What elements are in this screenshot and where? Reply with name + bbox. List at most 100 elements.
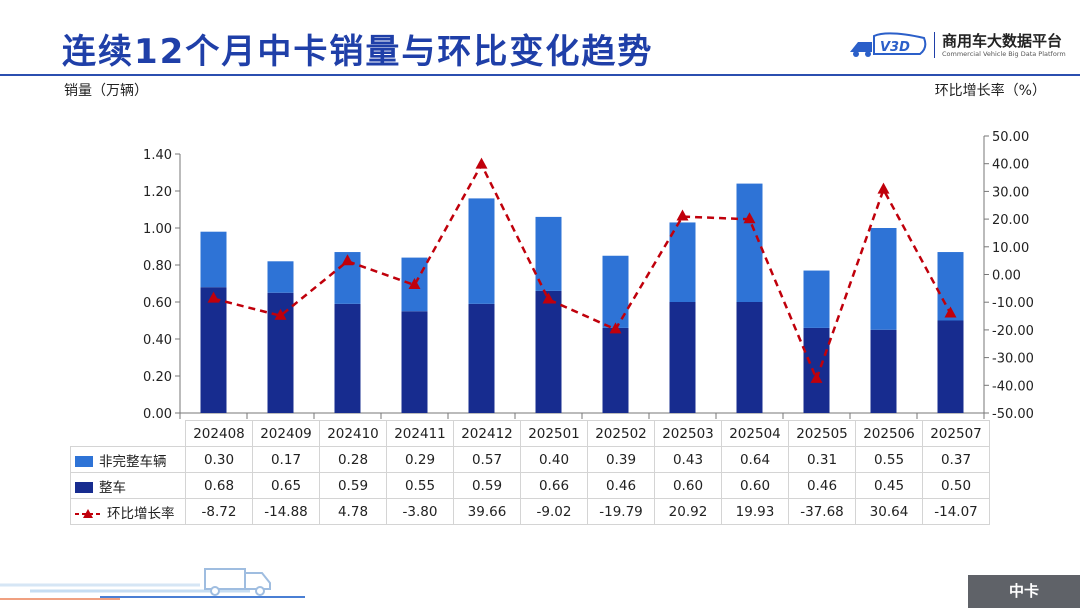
growth-point: [609, 322, 622, 334]
bar-complete: [870, 329, 897, 413]
table-cell: 0.46: [788, 472, 856, 499]
row-label-non-complete: 非完整车辆: [70, 446, 186, 473]
right-tick-label: -30.00: [992, 352, 1034, 367]
bar-complete: [937, 320, 964, 413]
table-cell: 0.50: [922, 472, 990, 499]
bar-complete: [803, 327, 830, 413]
table-cell: 0.68: [185, 472, 253, 499]
table-row-non-complete: 非完整车辆 0.30 0.17 0.28 0.29 0.57 0.40 0.39 0.43 0.…: [70, 446, 990, 473]
table-cell: 0.55: [386, 472, 454, 499]
bar-complete: [535, 290, 562, 413]
table-cell: 0.17: [252, 446, 320, 473]
logo-text-cn: 商用车大数据平台: [942, 32, 1063, 50]
table-row-complete: 整车 0.68 0.65 0.59 0.55 0.59 0.66 0.46 0.60 0.60 0…: [70, 472, 990, 499]
left-tick-label: 1.20: [143, 185, 172, 200]
right-tick-label: 50.00: [992, 130, 1029, 145]
left-tick-label: 1.00: [143, 222, 172, 237]
table-row-growth: 环比增长率 -8.72 -14.88 4.78 -3.80 39.66 -9.02 -19.…: [70, 498, 990, 525]
right-tick-label: 40.00: [992, 158, 1029, 173]
growth-point: [475, 157, 488, 169]
right-tick-label: -20.00: [992, 324, 1034, 339]
growth-point: [877, 182, 890, 194]
table-cell: 0.55: [855, 446, 923, 473]
category-tag: 中卡: [968, 575, 1080, 608]
bar-complete: [401, 311, 428, 413]
growth-point: [542, 292, 555, 304]
table-cell: 0.37: [922, 446, 990, 473]
brand-logo: V3D 商用车大数据平台 Commercial Vehicle Big Data…: [848, 28, 1070, 62]
right-tick-label: 30.00: [992, 185, 1029, 200]
bar-non-complete: [870, 228, 897, 330]
table-cell: 0.30: [185, 446, 253, 473]
table-cell: -14.07: [922, 498, 990, 525]
growth-point: [676, 209, 689, 221]
right-tick-label: 20.00: [992, 213, 1029, 228]
right-axis-title: 环比增长率（%）: [934, 83, 1046, 99]
bar-non-complete: [669, 222, 696, 302]
legend-key-complete: [75, 482, 93, 493]
table-cell: 4.78: [319, 498, 387, 525]
table-cell: 30.64: [855, 498, 923, 525]
bar-complete: [736, 302, 763, 413]
table-cell: 19.93: [721, 498, 789, 525]
table-cell: 0.28: [319, 446, 387, 473]
row-label-text: 环比增长率: [107, 505, 175, 522]
table-cell: -37.68: [788, 498, 856, 525]
table-cell: 0.59: [453, 472, 521, 499]
truck-decoration-icon: [0, 568, 305, 600]
bar-complete: [602, 327, 629, 413]
v3d-truck-logo-icon: V3D: [850, 32, 927, 57]
row-label-text: 整车: [99, 479, 126, 496]
left-tick-label: 0.60: [143, 296, 172, 311]
bar-non-complete: [602, 255, 629, 328]
growth-point: [743, 212, 756, 224]
table-cell: 0.60: [721, 472, 789, 499]
growth-point: [274, 308, 287, 320]
legend-key-growth: [75, 508, 101, 518]
table-header-cell: 202505: [788, 420, 856, 447]
left-tick-label: 0.40: [143, 333, 172, 348]
bar-non-complete: [803, 270, 830, 328]
logo-text-en: Commercial Vehicle Big Data Platform: [942, 50, 1066, 58]
table-cell: -19.79: [587, 498, 655, 525]
left-tick-label: 1.40: [143, 148, 172, 163]
growth-point: [341, 254, 354, 266]
table-header-cell: 202408: [185, 420, 253, 447]
table-header-cell: 202501: [520, 420, 588, 447]
table-cell: -3.80: [386, 498, 454, 525]
table-cell: 39.66: [453, 498, 521, 525]
table-cell: 0.64: [721, 446, 789, 473]
right-tick-label: 0.00: [992, 269, 1021, 284]
table-cell: 0.57: [453, 446, 521, 473]
title-underline: [0, 74, 1080, 76]
bar-non-complete: [535, 216, 562, 291]
left-tick-label: 0.80: [143, 259, 172, 274]
bar-non-complete: [200, 231, 227, 288]
table-header-cell: 202503: [654, 420, 722, 447]
table-cell: 0.39: [587, 446, 655, 473]
left-tick-label: 0.20: [143, 370, 172, 385]
bar-non-complete: [267, 261, 294, 293]
table-cell: 0.29: [386, 446, 454, 473]
row-label-complete: 整车: [70, 472, 186, 499]
table-header-cell: 202411: [386, 420, 454, 447]
right-tick-label: -40.00: [992, 379, 1034, 394]
table-cell: 0.45: [855, 472, 923, 499]
table-header-cell: 202409: [252, 420, 320, 447]
bar-complete: [200, 287, 227, 413]
table-header-cell: 202410: [319, 420, 387, 447]
table-cell: -14.88: [252, 498, 320, 525]
table-cell: 0.40: [520, 446, 588, 473]
growth-point: [408, 278, 421, 290]
table-cell: 20.92: [654, 498, 722, 525]
bar-complete: [468, 303, 495, 413]
sales-combo-chart: 0.00 0.20 0.40 0.60 0.80 1.00 1.20 1.40 -50.00 -4…: [143, 130, 1034, 420]
left-axis-title: 销量（万辆）: [64, 83, 148, 99]
table-cell: 0.46: [587, 472, 655, 499]
data-table: 202408 202409 202410 202411 202412 202501 2025…: [70, 420, 990, 525]
table-header-cell: 202507: [922, 420, 990, 447]
table-cell: -8.72: [185, 498, 253, 525]
logo-divider: [934, 32, 935, 58]
table-cell: -9.02: [520, 498, 588, 525]
table-cell: 0.60: [654, 472, 722, 499]
